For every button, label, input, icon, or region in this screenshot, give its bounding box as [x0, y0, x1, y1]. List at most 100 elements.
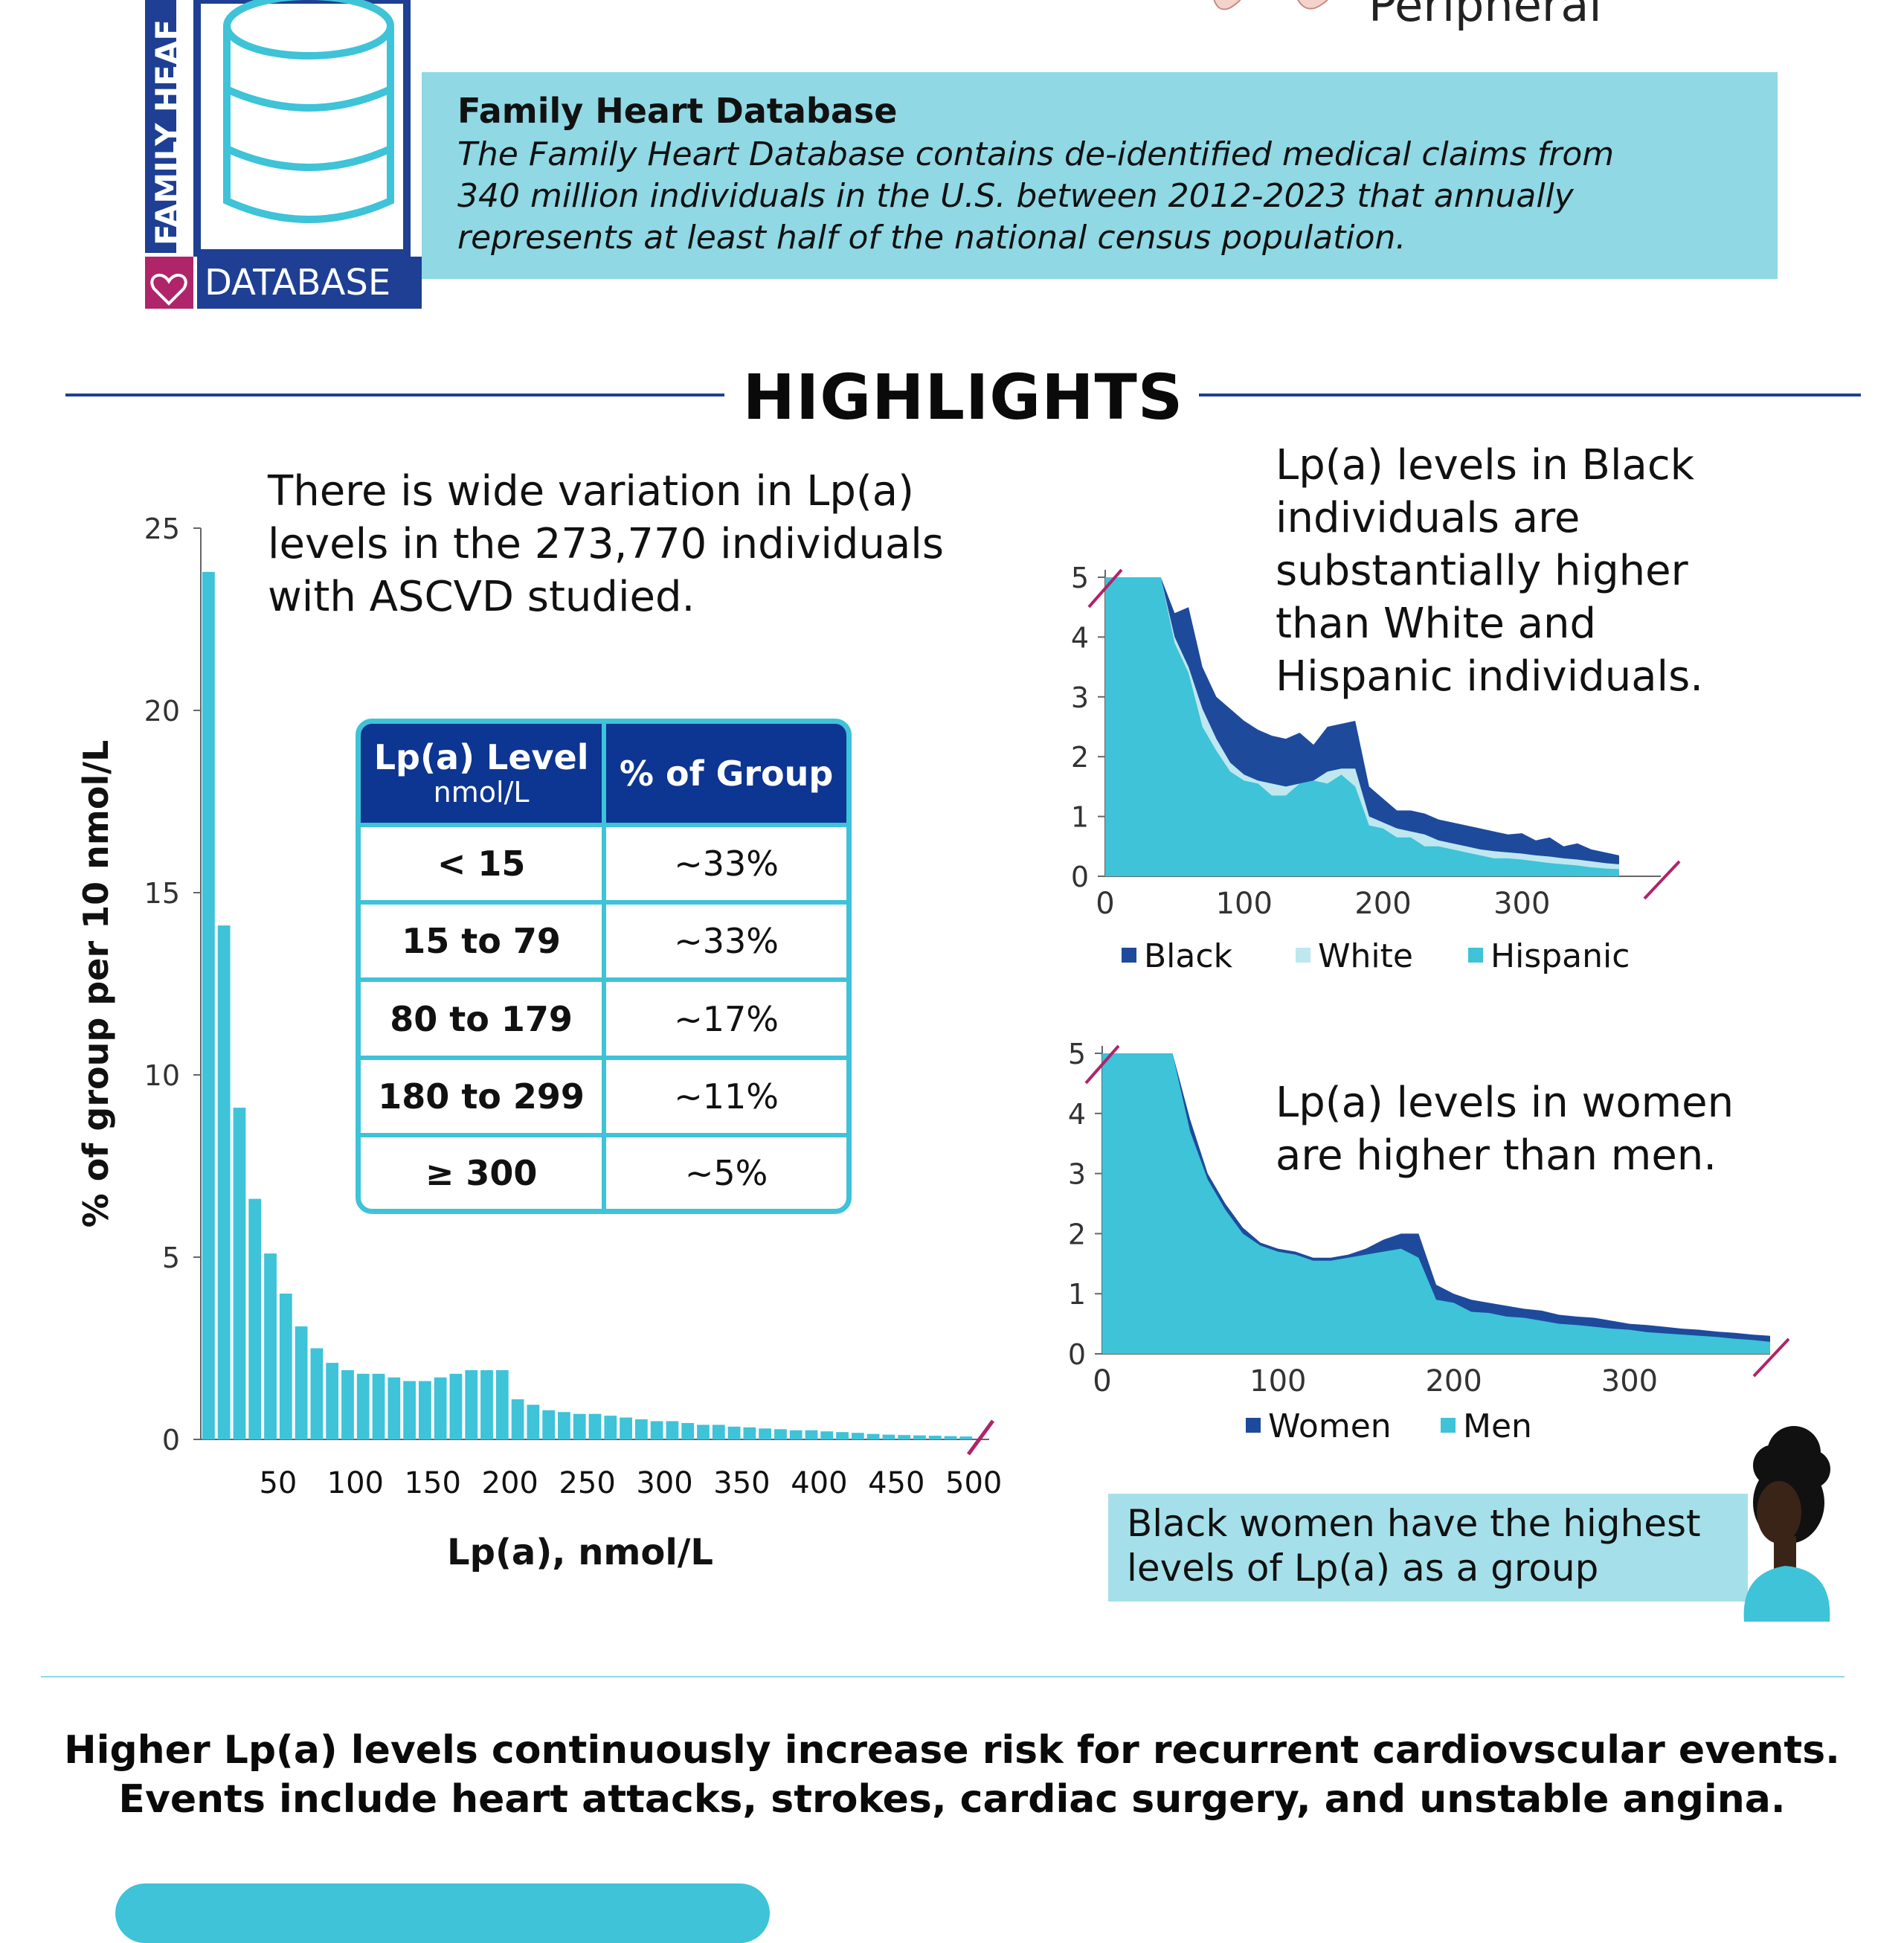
y-tick-label: 1: [1068, 1278, 1086, 1311]
legend-label: Hispanic: [1490, 937, 1630, 975]
y-axis-label: % of group per 10 nmol/L: [76, 740, 116, 1228]
table-cell-level: 15 to 79: [361, 900, 607, 980]
y-tick-label: 0: [1071, 861, 1089, 893]
x-tick-label: 450: [868, 1466, 924, 1500]
histogram-bar: [759, 1428, 772, 1439]
x-tick-label: 0: [1096, 887, 1114, 921]
race-caption-line: individuals are: [1276, 494, 1580, 542]
table-row: 80 to 179 ~17%: [361, 977, 846, 1058]
x-tick-label: 200: [1354, 887, 1411, 921]
histogram-bar: [326, 1363, 339, 1439]
race-caption-line: substantially higher: [1276, 547, 1688, 595]
legend-swatch: [1441, 1418, 1456, 1433]
risk-statement-line: Higher Lp(a) levels continuously increas…: [64, 1728, 1840, 1773]
x-tick-label: 500: [945, 1466, 1002, 1500]
legend-swatch: [1468, 948, 1483, 963]
callout-line: levels of Lp(a) as a group: [1127, 1547, 1599, 1590]
x-tick-label: 300: [1493, 887, 1550, 921]
section-divider: [41, 1676, 1844, 1677]
histogram-bar: [882, 1434, 895, 1439]
legend-label: Women: [1268, 1407, 1392, 1445]
histogram-bar: [805, 1430, 818, 1439]
y-tick-label: 10: [144, 1059, 180, 1092]
lp-a-level-table: Lp(a) Level nmol/L % of Group < 15 ~33% …: [356, 719, 852, 1214]
risk-statement: Higher Lp(a) levels continuously increas…: [0, 1726, 1904, 1824]
table-cell-percent: ~33%: [604, 822, 846, 903]
y-tick-label: 5: [162, 1242, 180, 1274]
histogram-bar: [465, 1369, 478, 1439]
table-header-level: Lp(a) Level nmol/L: [361, 724, 607, 825]
race-caption-line: than White and: [1276, 600, 1597, 648]
y-tick-label: 2: [1071, 741, 1089, 774]
histogram-bar: [511, 1399, 524, 1439]
x-tick-label: 100: [1216, 887, 1273, 921]
table-row: < 15 ~33%: [361, 822, 846, 903]
axis-break-mark: [1087, 568, 1123, 608]
histogram-bar: [264, 1253, 277, 1439]
x-tick-label: 250: [559, 1466, 615, 1500]
histogram-bar: [248, 1198, 262, 1439]
next-section-pill: [115, 1883, 770, 1943]
histogram-bar: [418, 1381, 431, 1439]
y-tick-label: 0: [162, 1424, 180, 1457]
table-header-percent: % of Group: [604, 724, 846, 825]
x-tick-label: 100: [1250, 1364, 1306, 1398]
legend-swatch: [1296, 948, 1310, 963]
sex-caption-line: Lp(a) levels in women: [1276, 1079, 1734, 1127]
histogram-bar: [449, 1373, 463, 1439]
database-description-line: represents at least half of the national…: [457, 219, 1406, 257]
table-cell-percent: ~33%: [604, 900, 846, 980]
histogram-bar: [681, 1422, 695, 1439]
table-cell-level: 180 to 299: [361, 1055, 607, 1135]
x-tick-label: 400: [791, 1466, 847, 1500]
histogram-bar: [789, 1430, 803, 1439]
peripheral-label: Peripheral: [1368, 0, 1602, 32]
x-tick-label: 150: [405, 1466, 461, 1500]
histogram-bar: [310, 1348, 324, 1439]
sex-area-chart: 0 1 2 3 4 5 0 100 200 300 Women Men: [1068, 1038, 1790, 1445]
black-women-callout: [1108, 1494, 1748, 1602]
callout-line: Black women have the highest: [1127, 1502, 1701, 1545]
y-tick-label: 3: [1068, 1158, 1086, 1191]
table-cell-percent: ~17%: [604, 977, 846, 1058]
area-series-hispanic: [1105, 577, 1619, 876]
histogram-bar: [820, 1431, 834, 1439]
axis-break-mark: [966, 1419, 995, 1456]
race-area-chart: 0 1 2 3 4 5 0 100 200 300 Black White Hispanic: [1071, 562, 1681, 975]
legend-label: Black: [1144, 937, 1233, 975]
histogram-bar: [727, 1426, 741, 1439]
y-tick-label: 4: [1071, 621, 1089, 654]
histogram-bar: [403, 1381, 416, 1439]
woman-avatar-icon: [1743, 1426, 1830, 1622]
histogram-bar: [356, 1373, 370, 1439]
database-description: The Family Heart Database contains de-id…: [457, 134, 1752, 259]
histogram-bar: [295, 1326, 308, 1439]
histogram-bar: [743, 1427, 756, 1439]
y-tick-label: 3: [1071, 681, 1089, 714]
race-caption-line: Hispanic individuals.: [1276, 652, 1704, 701]
histogram-bar: [712, 1425, 725, 1439]
organ-icon: [1297, 0, 1328, 10]
histogram-caption-line: levels in the 273,770 individuals: [268, 520, 945, 568]
histogram-bar: [434, 1377, 447, 1439]
table-header-level-label: Lp(a) Level: [373, 736, 589, 777]
histogram-caption-line: There is wide variation in Lp(a): [268, 467, 914, 516]
histogram-bar: [279, 1294, 292, 1439]
table-cell-level: 80 to 179: [361, 977, 607, 1058]
histogram-bar: [588, 1413, 602, 1439]
histogram-bar: [774, 1429, 787, 1439]
legend-swatch: [1246, 1418, 1261, 1433]
x-tick-label: 50: [259, 1466, 297, 1500]
race-caption: Lp(a) levels in Black individuals are su…: [1276, 439, 1871, 703]
histogram-bar: [202, 571, 215, 1439]
legend-label: Men: [1463, 1407, 1532, 1445]
histogram-bar: [913, 1435, 926, 1439]
histogram-bar: [527, 1404, 540, 1439]
x-tick-label: 0: [1093, 1364, 1111, 1398]
histogram-bar: [542, 1410, 556, 1439]
lp-a-histogram: 0 5 10 15 20 25 50 100 150 200 250 300 350 400 450 500%…: [76, 513, 1002, 1573]
histogram-bar: [372, 1373, 385, 1439]
histogram-bar: [233, 1108, 246, 1439]
histogram-bar: [851, 1433, 864, 1439]
y-tick-label: 25: [144, 513, 180, 545]
